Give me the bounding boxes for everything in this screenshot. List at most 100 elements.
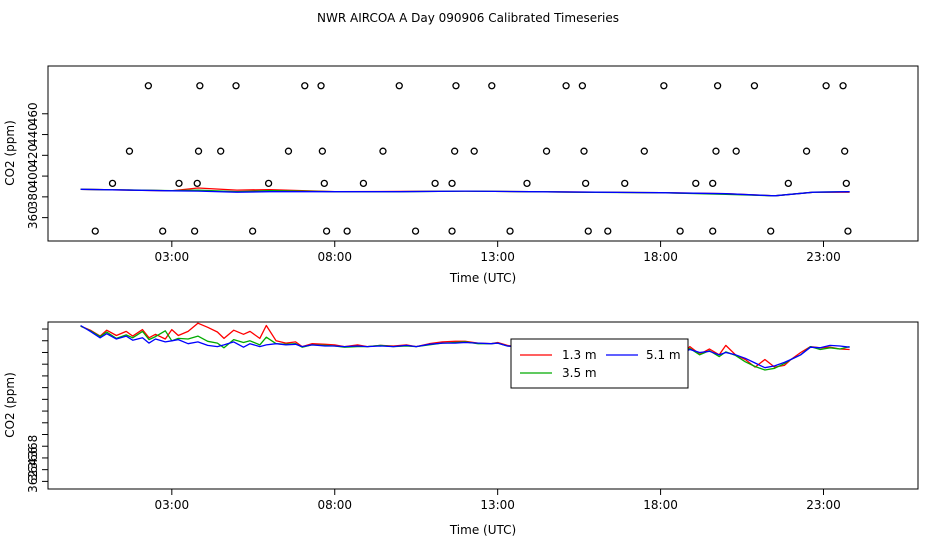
top-y-tick-label: 360 [26, 206, 40, 229]
top-scatter-point [470, 147, 478, 155]
top-series-line-5-1-m [80, 188, 850, 197]
top-scatter-point [159, 227, 167, 235]
top-scatter-point [839, 82, 847, 90]
legend-label-3-5m: 3.5 m [562, 366, 597, 380]
top-scatter-point [301, 82, 309, 90]
legend-label-1-3m: 1.3 m [562, 348, 597, 362]
top-scatter-point [431, 179, 439, 188]
top-plot-frame [47, 65, 919, 242]
top-scatter-point [640, 147, 648, 155]
top-scatter-point [750, 82, 759, 90]
top-scatter-point [411, 227, 420, 235]
bottom-y-tick-label: 364 [26, 458, 40, 481]
top-scatter-point [844, 227, 852, 235]
top-scatter-point [190, 227, 199, 235]
top-scatter-point [217, 147, 225, 155]
top-scatter-point [448, 179, 456, 188]
bottom-x-axis-label: Time (UTC) [449, 523, 516, 537]
chart-title: NWR AIRCOA A Day 090906 Calibrated Times… [317, 11, 619, 25]
bottom-series-line-1-3-m [80, 322, 850, 368]
top-scatter-point [732, 147, 740, 155]
top-scatter-point [395, 82, 403, 90]
top-y-tick-label: 460 [26, 102, 40, 125]
bottom-y-axis-label: CO2 (ppm) [3, 372, 17, 438]
bottom-y-tick-label: 366 [26, 446, 40, 469]
top-scatter-point [317, 82, 325, 90]
top-scatter-point [767, 227, 775, 235]
top-scatter-point [175, 179, 183, 188]
top-scatter-point [841, 147, 849, 155]
top-scatter-point [802, 147, 811, 155]
top-scatter-point [660, 82, 668, 90]
bottom-x-axis: 03:00 08:00 13:00 18:00 23:00 [155, 489, 841, 512]
bottom-y-tick-label: 368 [26, 435, 40, 458]
top-y-tick-label: 420 [26, 144, 40, 167]
top-scatter-point [448, 227, 456, 235]
top-scatter-point [264, 179, 273, 188]
top-scatter-point [506, 227, 514, 235]
top-x-tick-label: 18:00 [643, 250, 678, 264]
top-y-tick-label: 380 [26, 185, 40, 208]
top-scatter-point [822, 82, 830, 90]
top-scatter-point [232, 82, 240, 90]
top-scatter-point [523, 179, 531, 188]
top-scatter-point [784, 179, 792, 188]
top-scatter-point [842, 179, 850, 188]
top-scatter-points [91, 82, 852, 235]
top-scatter-point [542, 147, 551, 155]
top-scatter-point [194, 147, 203, 155]
bottom-x-tick-label: 03:00 [155, 498, 190, 512]
legend: 1.3 m 3.5 m 5.1 m [510, 338, 689, 389]
legend-label-5-1m: 5.1 m [646, 348, 681, 362]
top-y-tick-label: 400 [26, 165, 40, 188]
bottom-x-tick-label: 08:00 [317, 498, 352, 512]
top-series-line-3-5-m [80, 188, 850, 197]
bottom-series-line-3-5-m [80, 325, 850, 371]
top-x-tick-label: 13:00 [480, 250, 515, 264]
top-x-tick-label: 08:00 [317, 250, 352, 264]
top-scatter-point [562, 82, 570, 90]
top-scatter-point [713, 82, 722, 90]
top-panel: 03:00 08:00 13:00 18:00 23:00 36038040042044… [3, 65, 919, 285]
top-scatter-point [676, 227, 684, 235]
bottom-x-tick-label: 13:00 [480, 498, 515, 512]
top-scatter-point [91, 227, 99, 235]
top-scatter-point [604, 227, 612, 235]
top-scatter-point [343, 227, 351, 235]
legend-box [510, 338, 689, 389]
top-y-tick-label: 440 [26, 123, 40, 146]
top-scatter-point [322, 227, 331, 235]
top-scatter-point [578, 82, 587, 90]
bottom-plot-frame [47, 321, 919, 490]
bottom-series-lines [80, 322, 850, 371]
top-scatter-point [125, 147, 134, 155]
top-scatter-point [709, 179, 717, 188]
top-scatter-point [581, 179, 590, 188]
top-scatter-point [320, 179, 328, 188]
bottom-series-line-5-1-m [80, 324, 850, 369]
top-scatter-point [451, 147, 459, 155]
bottom-x-tick-label: 23:00 [806, 498, 841, 512]
top-scatter-point [584, 227, 592, 235]
top-x-tick-label: 23:00 [806, 250, 841, 264]
top-scatter-point [318, 147, 327, 155]
top-scatter-point [193, 179, 201, 188]
top-scatter-point [248, 227, 257, 235]
top-scatter-point [488, 82, 496, 90]
top-scatter-point [144, 82, 153, 90]
top-series-lines [80, 187, 850, 197]
top-scatter-point [359, 179, 368, 188]
top-scatter-point [692, 179, 700, 188]
top-x-tick-label: 03:00 [155, 250, 190, 264]
top-scatter-point [284, 147, 293, 155]
top-scatter-point [709, 227, 717, 235]
bottom-y-tick-label: 362 [26, 470, 40, 493]
top-scatter-point [196, 82, 204, 90]
top-scatter-point [712, 147, 720, 155]
top-scatter-point [452, 82, 460, 90]
top-scatter-point [621, 179, 629, 188]
